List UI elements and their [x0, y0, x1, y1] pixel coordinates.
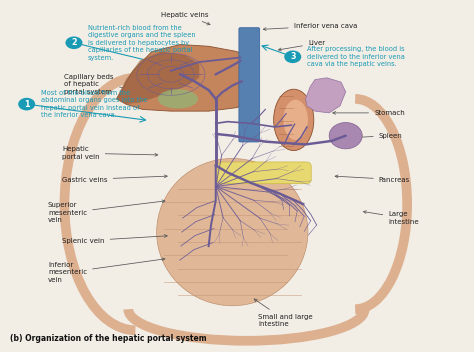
- Ellipse shape: [273, 89, 314, 151]
- Text: 2: 2: [71, 38, 77, 47]
- Text: Small and large
intestine: Small and large intestine: [254, 299, 313, 327]
- Text: 1: 1: [24, 100, 29, 109]
- Ellipse shape: [158, 89, 198, 108]
- Text: Superior
mesenteric
vein: Superior mesenteric vein: [48, 200, 165, 223]
- Text: Hepatic veins: Hepatic veins: [161, 12, 210, 25]
- FancyBboxPatch shape: [217, 162, 311, 184]
- Circle shape: [18, 98, 35, 111]
- Text: Capillary beds
of hepatic
portal system: Capillary beds of hepatic portal system: [64, 74, 146, 95]
- FancyBboxPatch shape: [239, 28, 260, 142]
- Ellipse shape: [329, 122, 362, 149]
- Ellipse shape: [156, 158, 308, 306]
- Text: Spleen: Spleen: [345, 133, 402, 139]
- Text: 3: 3: [290, 52, 295, 61]
- Text: Liver: Liver: [278, 40, 325, 51]
- Text: Most of the blood from the
abdominal organs goes into the
hepatic portal vein in: Most of the blood from the abdominal org…: [41, 90, 147, 118]
- Polygon shape: [117, 44, 258, 111]
- Text: (b) Organization of the hepatic portal system: (b) Organization of the hepatic portal s…: [10, 334, 207, 342]
- Text: Pancreas: Pancreas: [335, 175, 410, 182]
- Polygon shape: [306, 78, 346, 113]
- Text: Inferior
mesenteric
vein: Inferior mesenteric vein: [48, 258, 165, 283]
- Text: Large
intestine: Large intestine: [364, 211, 419, 225]
- Text: After processing, the blood is
delivered to the inferior vena
cava via the hepat: After processing, the blood is delivered…: [307, 46, 405, 67]
- Text: Nutrient-rich blood from the
digestive organs and the spleen
is delivered to hep: Nutrient-rich blood from the digestive o…: [88, 25, 196, 61]
- Ellipse shape: [283, 100, 308, 140]
- Text: Inferior vena cava: Inferior vena cava: [264, 23, 357, 31]
- Text: Hepatic
portal vein: Hepatic portal vein: [62, 146, 158, 160]
- Text: Stomach: Stomach: [333, 110, 405, 116]
- Polygon shape: [117, 51, 199, 104]
- Text: Splenic vein: Splenic vein: [62, 234, 167, 244]
- Text: Gastric veins: Gastric veins: [62, 175, 167, 182]
- Circle shape: [284, 50, 301, 63]
- Circle shape: [65, 37, 82, 49]
